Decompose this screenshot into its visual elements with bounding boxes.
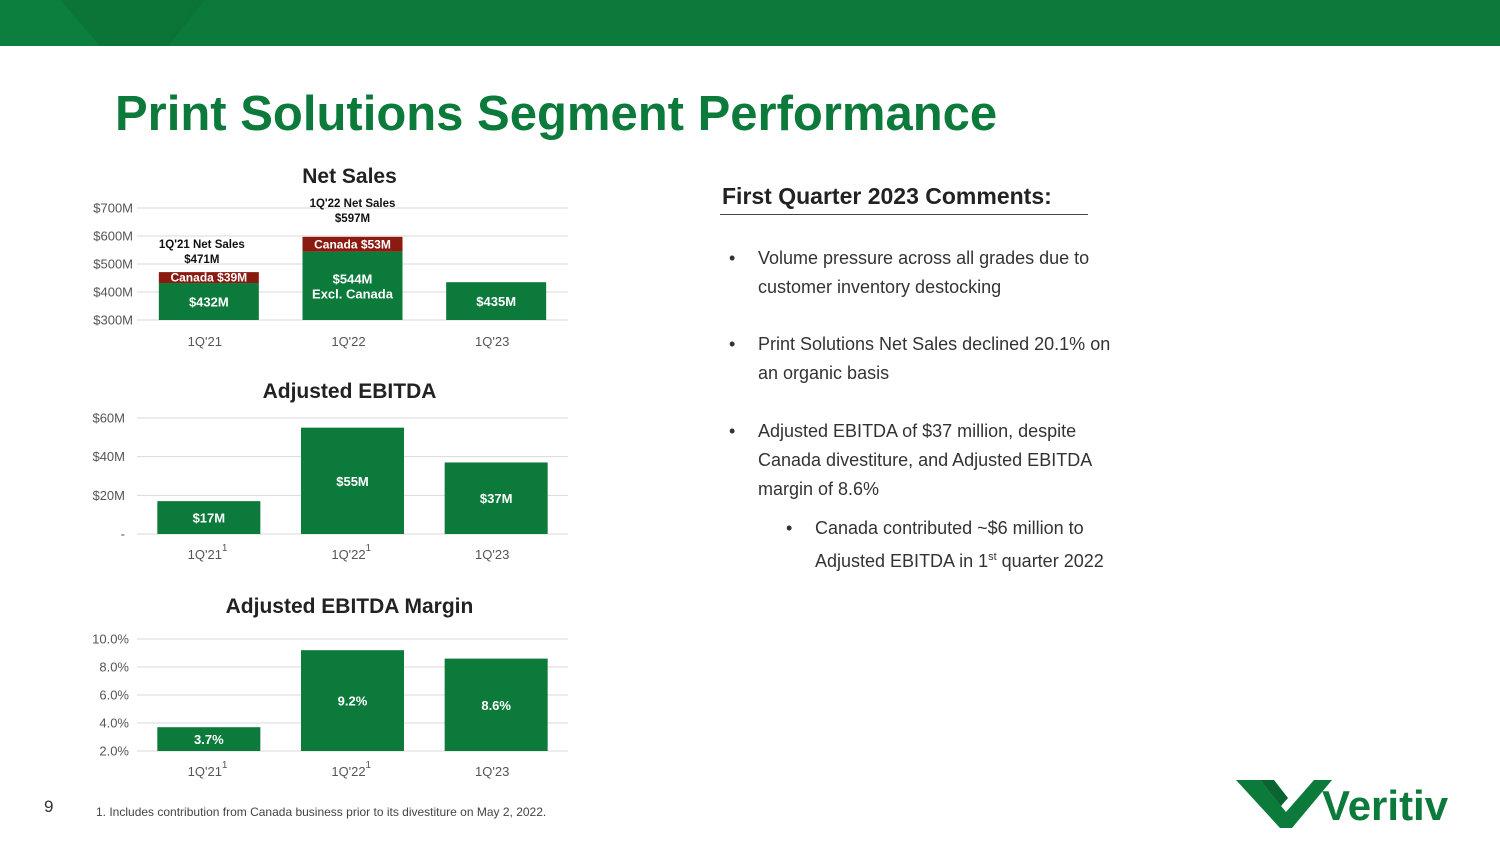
net-sales-annotation: $597M xyxy=(335,213,370,225)
bar xyxy=(444,462,548,534)
footnote: 1. Includes contribution from Canada bus… xyxy=(96,805,547,819)
chart-title: Adjusted EBITDA Margin xyxy=(226,595,474,618)
bullet-marker: • xyxy=(786,518,793,538)
page-title: Print Solutions Segment Performance xyxy=(115,87,998,141)
top-banner xyxy=(0,0,1500,46)
y-tick-label: $700M xyxy=(93,201,133,216)
y-tick-label: $500M xyxy=(93,257,133,272)
bar xyxy=(157,501,261,534)
canada-segment-label: Canada $53M xyxy=(314,237,391,251)
x-category-label: 1Q'21 xyxy=(188,547,222,562)
bullet-text: Adjusted EBITDA of $37 million, despite … xyxy=(758,421,1092,499)
bar-canada xyxy=(158,272,259,284)
net-sales-annotation: 1Q'21 Net Sales xyxy=(159,239,245,251)
net-sales-annotation: 1Q'22 Net Sales xyxy=(310,198,396,210)
net-sales-chart: Net Sales $300M $400M $500M $600M $700M 1Q'21 1… xyxy=(93,165,568,349)
y-tick-label: 8.0% xyxy=(99,660,129,675)
y-tick-label: $400M xyxy=(93,285,133,300)
x-category-label: 1Q'23 xyxy=(475,334,509,349)
bar-value-label: $432M xyxy=(189,295,229,310)
bar-excl-canada xyxy=(158,283,259,320)
bullet-text: Print Solutions Net Sales declined 20.1%… xyxy=(758,334,1111,383)
footnote-marker: 1 xyxy=(222,760,228,771)
logo-v-inner xyxy=(1260,780,1288,806)
bar-value-label: $37M xyxy=(480,491,513,506)
x-category-label: 1Q'22 xyxy=(331,334,365,349)
y-tick-label: 10.0% xyxy=(92,632,129,647)
bullet-text-part: quarter 2022 xyxy=(996,551,1104,571)
chart-title: Adjusted EBITDA xyxy=(263,380,437,403)
y-tick-label: $300M xyxy=(93,313,133,328)
y-tick-label: 6.0% xyxy=(99,688,129,703)
bar xyxy=(157,727,261,751)
bar-canada xyxy=(302,236,403,252)
net-sales-annotation: $471M xyxy=(184,254,219,266)
bar-value-label: 3.7% xyxy=(194,732,224,747)
footnote-marker: 1 xyxy=(222,543,228,554)
bar-value-label: $435M xyxy=(476,294,516,309)
y-tick-label: - xyxy=(121,527,125,542)
comments-title-underline xyxy=(720,214,1088,215)
bar-value-label: Excl. Canada xyxy=(312,286,394,301)
footnote-marker: 1 xyxy=(366,543,372,554)
bar xyxy=(301,427,404,534)
y-tick-label: $20M xyxy=(92,488,125,503)
bullet-marker: • xyxy=(729,334,736,354)
bullet-marker: • xyxy=(729,248,736,268)
x-category-label: 1Q'22 xyxy=(331,547,365,562)
bullet-text: Volume pressure across all grades due to… xyxy=(758,248,1090,297)
bar xyxy=(301,650,404,751)
bullet-superscript: st xyxy=(988,551,997,563)
y-tick-label: 4.0% xyxy=(99,716,129,731)
bar xyxy=(444,658,548,751)
logo-text: Veritiv xyxy=(1322,782,1449,829)
y-tick-label: $600M xyxy=(93,229,133,244)
bar-value-label: 8.6% xyxy=(481,698,511,713)
bar-excl-canada xyxy=(302,251,403,320)
bar-excl-canada xyxy=(446,282,547,320)
y-tick-label: $60M xyxy=(92,411,125,426)
footnote-marker: 1 xyxy=(366,760,372,771)
page-number: 9 xyxy=(44,797,54,816)
canada-segment-label: Canada $39M xyxy=(170,271,247,285)
comments-title: First Quarter 2023 Comments: xyxy=(722,183,1052,209)
x-category-label: 1Q'21 xyxy=(188,764,222,779)
bullet-text: Canada contributed ~$6 million to Adjust… xyxy=(815,514,1105,576)
bar-value-label: 9.2% xyxy=(338,694,368,709)
logo-v-mark xyxy=(1236,780,1332,828)
bullet-text-part: Canada contributed ~$6 million to Adjust… xyxy=(815,518,1084,571)
y-tick-label: $40M xyxy=(92,449,125,464)
x-category-label: 1Q'23 xyxy=(475,547,509,562)
bullet-marker: • xyxy=(729,421,736,441)
bar-value-label: $544M xyxy=(333,271,373,286)
x-category-label: 1Q'22 xyxy=(331,764,365,779)
adjusted-ebitda-margin-chart: Adjusted EBITDA Margin 2.0% 4.0% 6.0% 8.0% 10… xyxy=(92,595,568,779)
veritiv-logo: Veritiv xyxy=(1236,780,1449,829)
bar-value-label: $55M xyxy=(336,474,369,489)
x-category-label: 1Q'23 xyxy=(475,764,509,779)
chart-title: Net Sales xyxy=(302,165,397,188)
y-tick-label: 2.0% xyxy=(99,744,129,759)
x-category-label: 1Q'21 xyxy=(188,334,222,349)
bar-value-label: $17M xyxy=(193,511,226,526)
banner-chevron-decoration xyxy=(0,0,205,46)
